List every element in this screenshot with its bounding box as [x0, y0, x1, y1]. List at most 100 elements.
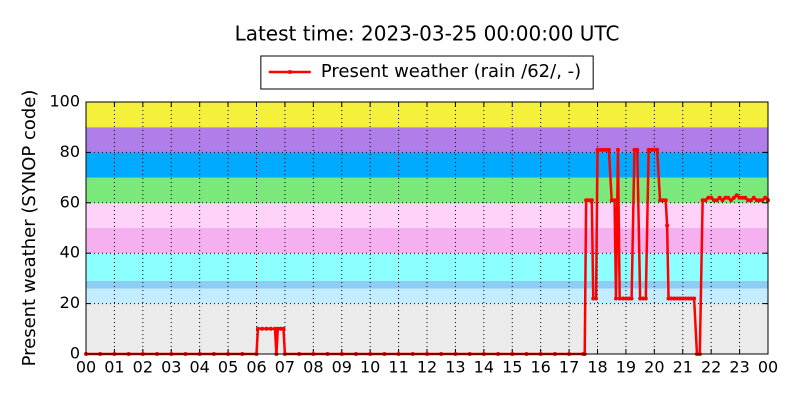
data-point: [748, 198, 753, 203]
data-point: [589, 198, 594, 203]
y-tick-label: 100: [49, 92, 80, 111]
x-tick-label: 08: [303, 358, 323, 377]
data-point: [723, 195, 728, 200]
y-tick-label: 0: [70, 344, 80, 363]
legend: Present weather (rain /62/, -): [260, 55, 594, 90]
x-tick-label: 05: [218, 358, 238, 377]
x-tick-label: 21: [673, 358, 693, 377]
data-point: [598, 147, 603, 152]
data-point: [726, 195, 731, 200]
y-axis-label: Present weather (SYNOP code): [19, 90, 40, 367]
data-point: [652, 147, 657, 152]
data-point: [683, 296, 688, 301]
data-point: [706, 195, 711, 200]
x-tick-label: 16: [530, 358, 550, 377]
data-point: [612, 198, 617, 203]
data-point: [264, 326, 269, 331]
chart-title: Latest time: 2023-03-25 00:00:00 UTC: [235, 22, 620, 46]
data-point: [606, 147, 611, 152]
data-point: [751, 195, 756, 200]
data-point: [643, 296, 648, 301]
data-point: [615, 147, 620, 152]
x-tick-label: 11: [388, 358, 408, 377]
data-point: [669, 296, 674, 301]
data-point: [260, 326, 265, 331]
y-tick-label: 80: [60, 142, 80, 161]
data-point: [275, 326, 280, 331]
data-point: [743, 195, 748, 200]
data-point: [649, 147, 654, 152]
data-point: [591, 296, 596, 301]
data-point: [675, 296, 680, 301]
data-point: [594, 296, 599, 301]
legend-box: [260, 55, 594, 90]
data-point: [746, 198, 751, 203]
data-point: [717, 195, 722, 200]
x-tick-label: 17: [559, 358, 579, 377]
data-point: [734, 193, 739, 198]
x-tick-label: 15: [502, 358, 522, 377]
data-point: [658, 198, 663, 203]
x-tick-label: 01: [104, 358, 124, 377]
data-point: [586, 198, 591, 203]
data-point: [613, 296, 618, 301]
data-point: [255, 326, 260, 331]
data-point: [281, 326, 286, 331]
data-point: [640, 296, 645, 301]
data-point: [686, 296, 691, 301]
x-tick-label: 23: [729, 358, 749, 377]
x-tick-label: 00: [76, 358, 96, 377]
data-point: [672, 296, 677, 301]
x-tick-label: 20: [644, 358, 664, 377]
y-tick-label: 40: [60, 243, 80, 262]
data-point: [584, 198, 589, 203]
background-band: [86, 303, 768, 354]
data-point: [604, 147, 609, 152]
data-point: [680, 296, 685, 301]
data-point: [677, 296, 682, 301]
x-tick-label: 18: [587, 358, 607, 377]
data-point: [709, 195, 714, 200]
data-point: [621, 296, 626, 301]
data-point: [638, 296, 643, 301]
x-tick-label: 00: [758, 358, 778, 377]
data-point: [737, 195, 742, 200]
data-point: [609, 198, 614, 203]
data-point: [268, 326, 273, 331]
data-point: [646, 147, 651, 152]
data-point: [689, 296, 694, 301]
data-point: [663, 198, 668, 203]
data-point: [660, 198, 665, 203]
x-tick-label: 22: [701, 358, 721, 377]
data-point: [703, 198, 708, 203]
x-tick-label: 12: [417, 358, 437, 377]
data-point: [763, 195, 768, 200]
background-band: [86, 228, 768, 254]
x-tick-label: 07: [275, 358, 295, 377]
data-point: [760, 198, 765, 203]
data-point: [595, 147, 600, 152]
data-point: [720, 198, 725, 203]
data-point: [757, 198, 762, 203]
x-tick-label: 02: [133, 358, 153, 377]
data-point: [278, 326, 283, 331]
x-tick-label: 04: [189, 358, 209, 377]
data-point: [655, 147, 660, 152]
background-band: [86, 280, 768, 289]
data-point: [623, 296, 628, 301]
x-tick-label: 13: [445, 358, 465, 377]
data-point: [666, 296, 671, 301]
plot-frame: [85, 101, 769, 355]
data-point: [629, 296, 634, 301]
x-tick-label: 06: [246, 358, 266, 377]
data-point: [731, 195, 736, 200]
legend-marker: [287, 70, 292, 74]
data-point: [626, 296, 631, 301]
data-point: [632, 147, 637, 152]
data-point: [665, 223, 670, 228]
x-tick-label: 14: [474, 358, 494, 377]
data-point: [700, 198, 705, 203]
y-tick-label: 20: [60, 293, 80, 312]
background-band: [86, 152, 768, 178]
